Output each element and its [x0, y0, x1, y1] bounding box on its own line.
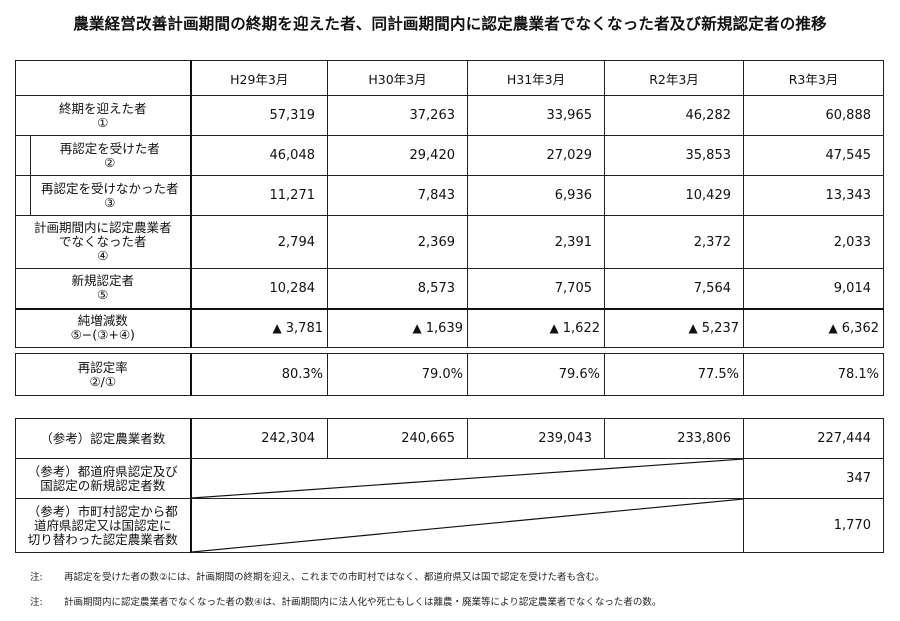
row-label: 再認定を受けなかった者 ③ [15, 175, 191, 216]
column-header: H30年3月 [327, 60, 468, 96]
cell-value: 57,319 [189, 95, 328, 136]
cell-value: 7,843 [327, 175, 468, 216]
cell-value: 7,564 [604, 268, 744, 309]
table-row: 終期を迎えた者 ① 57,319 37,263 33,965 46,282 60… [15, 95, 884, 136]
cell-value: 80.3% [189, 353, 328, 396]
cell-value: ▲ 1,639 [327, 307, 468, 348]
main-table: H29年3月 H30年3月 H31年3月 R2年3月 R3年3月 終期を迎えた者… [15, 60, 884, 348]
column-header: R3年3月 [743, 60, 884, 96]
cell-value: 9,014 [743, 268, 884, 309]
cell-value: 7,705 [467, 268, 605, 309]
cell-value: 27,029 [467, 135, 605, 176]
diagonal-line-icon [191, 499, 743, 552]
cell-value: 2,033 [743, 215, 884, 269]
cell-value: ▲ 6,362 [743, 307, 884, 348]
cell-value: 79.6% [467, 353, 605, 396]
triangle-icon: ▲ [549, 320, 559, 335]
table-row: （参考）都道府県認定及び 国認定の新規認定者数 347 [15, 458, 884, 499]
indent-divider [30, 135, 31, 176]
not-applicable-cell [189, 458, 744, 499]
cell-value: 13,343 [743, 175, 884, 216]
cell-value: 10,429 [604, 175, 744, 216]
cell-value: 77.5% [604, 353, 744, 396]
column-header: H31年3月 [467, 60, 605, 96]
row-label: （参考）市町村認定から都 道府県認定又は国認定に 切り替わった認定農業者数 [15, 498, 191, 553]
diagonal-line-icon [191, 459, 743, 498]
cell-value: 2,794 [189, 215, 328, 269]
rate-table: 再認定率 ②/① 80.3% 79.0% 79.6% 77.5% 78.1% [15, 353, 884, 396]
table-row: 再認定を受けた者 ② 46,048 29,420 27,029 35,853 4… [15, 135, 884, 176]
cell-value: 347 [743, 458, 884, 499]
cell-value: ▲ 3,781 [189, 307, 328, 348]
row-label: （参考）都道府県認定及び 国認定の新規認定者数 [15, 458, 191, 499]
cell-value: 79.0% [327, 353, 468, 396]
cell-value: 35,853 [604, 135, 744, 176]
column-header: R2年3月 [604, 60, 744, 96]
note: 注: 再認定を受けた者の数②には、計画期間の終期を迎え、これまでの市町村ではなく、… [30, 572, 605, 583]
cell-value: 78.1% [743, 353, 884, 396]
row-label: 計画期間内に認定農業者 でなくなった者 ④ [15, 215, 191, 269]
cell-value: 2,391 [467, 215, 605, 269]
triangle-icon: ▲ [688, 320, 698, 335]
table-row: （参考）市町村認定から都 道府県認定又は国認定に 切り替わった認定農業者数 1,… [15, 498, 884, 553]
cell-value: 227,444 [743, 418, 884, 459]
cell-value: 6,936 [467, 175, 605, 216]
cell-value: 8,573 [327, 268, 468, 309]
cell-value: 46,282 [604, 95, 744, 136]
not-applicable-cell [189, 498, 744, 553]
cell-value: 2,369 [327, 215, 468, 269]
row-label: 新規認定者 ⑤ [15, 268, 191, 309]
cell-value: 240,665 [327, 418, 468, 459]
table-row: 再認定を受けなかった者 ③ 11,271 7,843 6,936 10,429 … [15, 175, 884, 216]
table-row: （参考）認定農業者数 242,304 240,665 239,043 233,8… [15, 418, 884, 459]
page-title: 農業経営改善計画期間の終期を迎えた者、同計画期間内に認定農業者でなくなった者及び… [73, 15, 827, 33]
column-header: H29年3月 [189, 60, 328, 96]
cell-value: 29,420 [327, 135, 468, 176]
reference-table: （参考）認定農業者数 242,304 240,665 239,043 233,8… [15, 418, 884, 553]
header-row: H29年3月 H30年3月 H31年3月 R2年3月 R3年3月 [15, 60, 884, 96]
cell-value: 46,048 [189, 135, 328, 176]
cell-value: 60,888 [743, 95, 884, 136]
triangle-icon: ▲ [412, 320, 422, 335]
note: 注: 計画期間内に認定農業者でなくなった者の数④は、計画期間内に法人化や死亡もしく… [30, 597, 662, 608]
header-corner [15, 60, 191, 96]
table-row: 新規認定者 ⑤ 10,284 8,573 7,705 7,564 9,014 [15, 268, 884, 309]
cell-value: 10,284 [189, 268, 328, 309]
row-label: 再認定を受けた者 ② [15, 135, 191, 176]
cell-value: ▲ 5,237 [604, 307, 744, 348]
row-label: 再認定率 ②/① [15, 353, 191, 396]
triangle-icon: ▲ [828, 320, 838, 335]
cell-value: 239,043 [467, 418, 605, 459]
cell-value: ▲ 1,622 [467, 307, 605, 348]
cell-value: 242,304 [189, 418, 328, 459]
cell-value: 11,271 [189, 175, 328, 216]
row-label: （参考）認定農業者数 [15, 418, 191, 459]
cell-value: 1,770 [743, 498, 884, 553]
row-label: 純増減数 ⑤−(③+④) [15, 307, 191, 348]
row-label: 終期を迎えた者 ① [15, 95, 191, 136]
triangle-icon: ▲ [272, 320, 282, 335]
cell-value: 2,372 [604, 215, 744, 269]
table-row: 純増減数 ⑤−(③+④) ▲ 3,781 ▲ 1,639 ▲ 1,622 ▲ 5,237… [15, 307, 884, 348]
cell-value: 37,263 [327, 95, 468, 136]
table-row: 計画期間内に認定農業者 でなくなった者 ④ 2,794 2,369 2,391 … [15, 215, 884, 269]
cell-value: 233,806 [604, 418, 744, 459]
table-row: 再認定率 ②/① 80.3% 79.0% 79.6% 77.5% 78.1% [15, 353, 884, 396]
indent-divider [30, 175, 31, 216]
cell-value: 33,965 [467, 95, 605, 136]
cell-value: 47,545 [743, 135, 884, 176]
